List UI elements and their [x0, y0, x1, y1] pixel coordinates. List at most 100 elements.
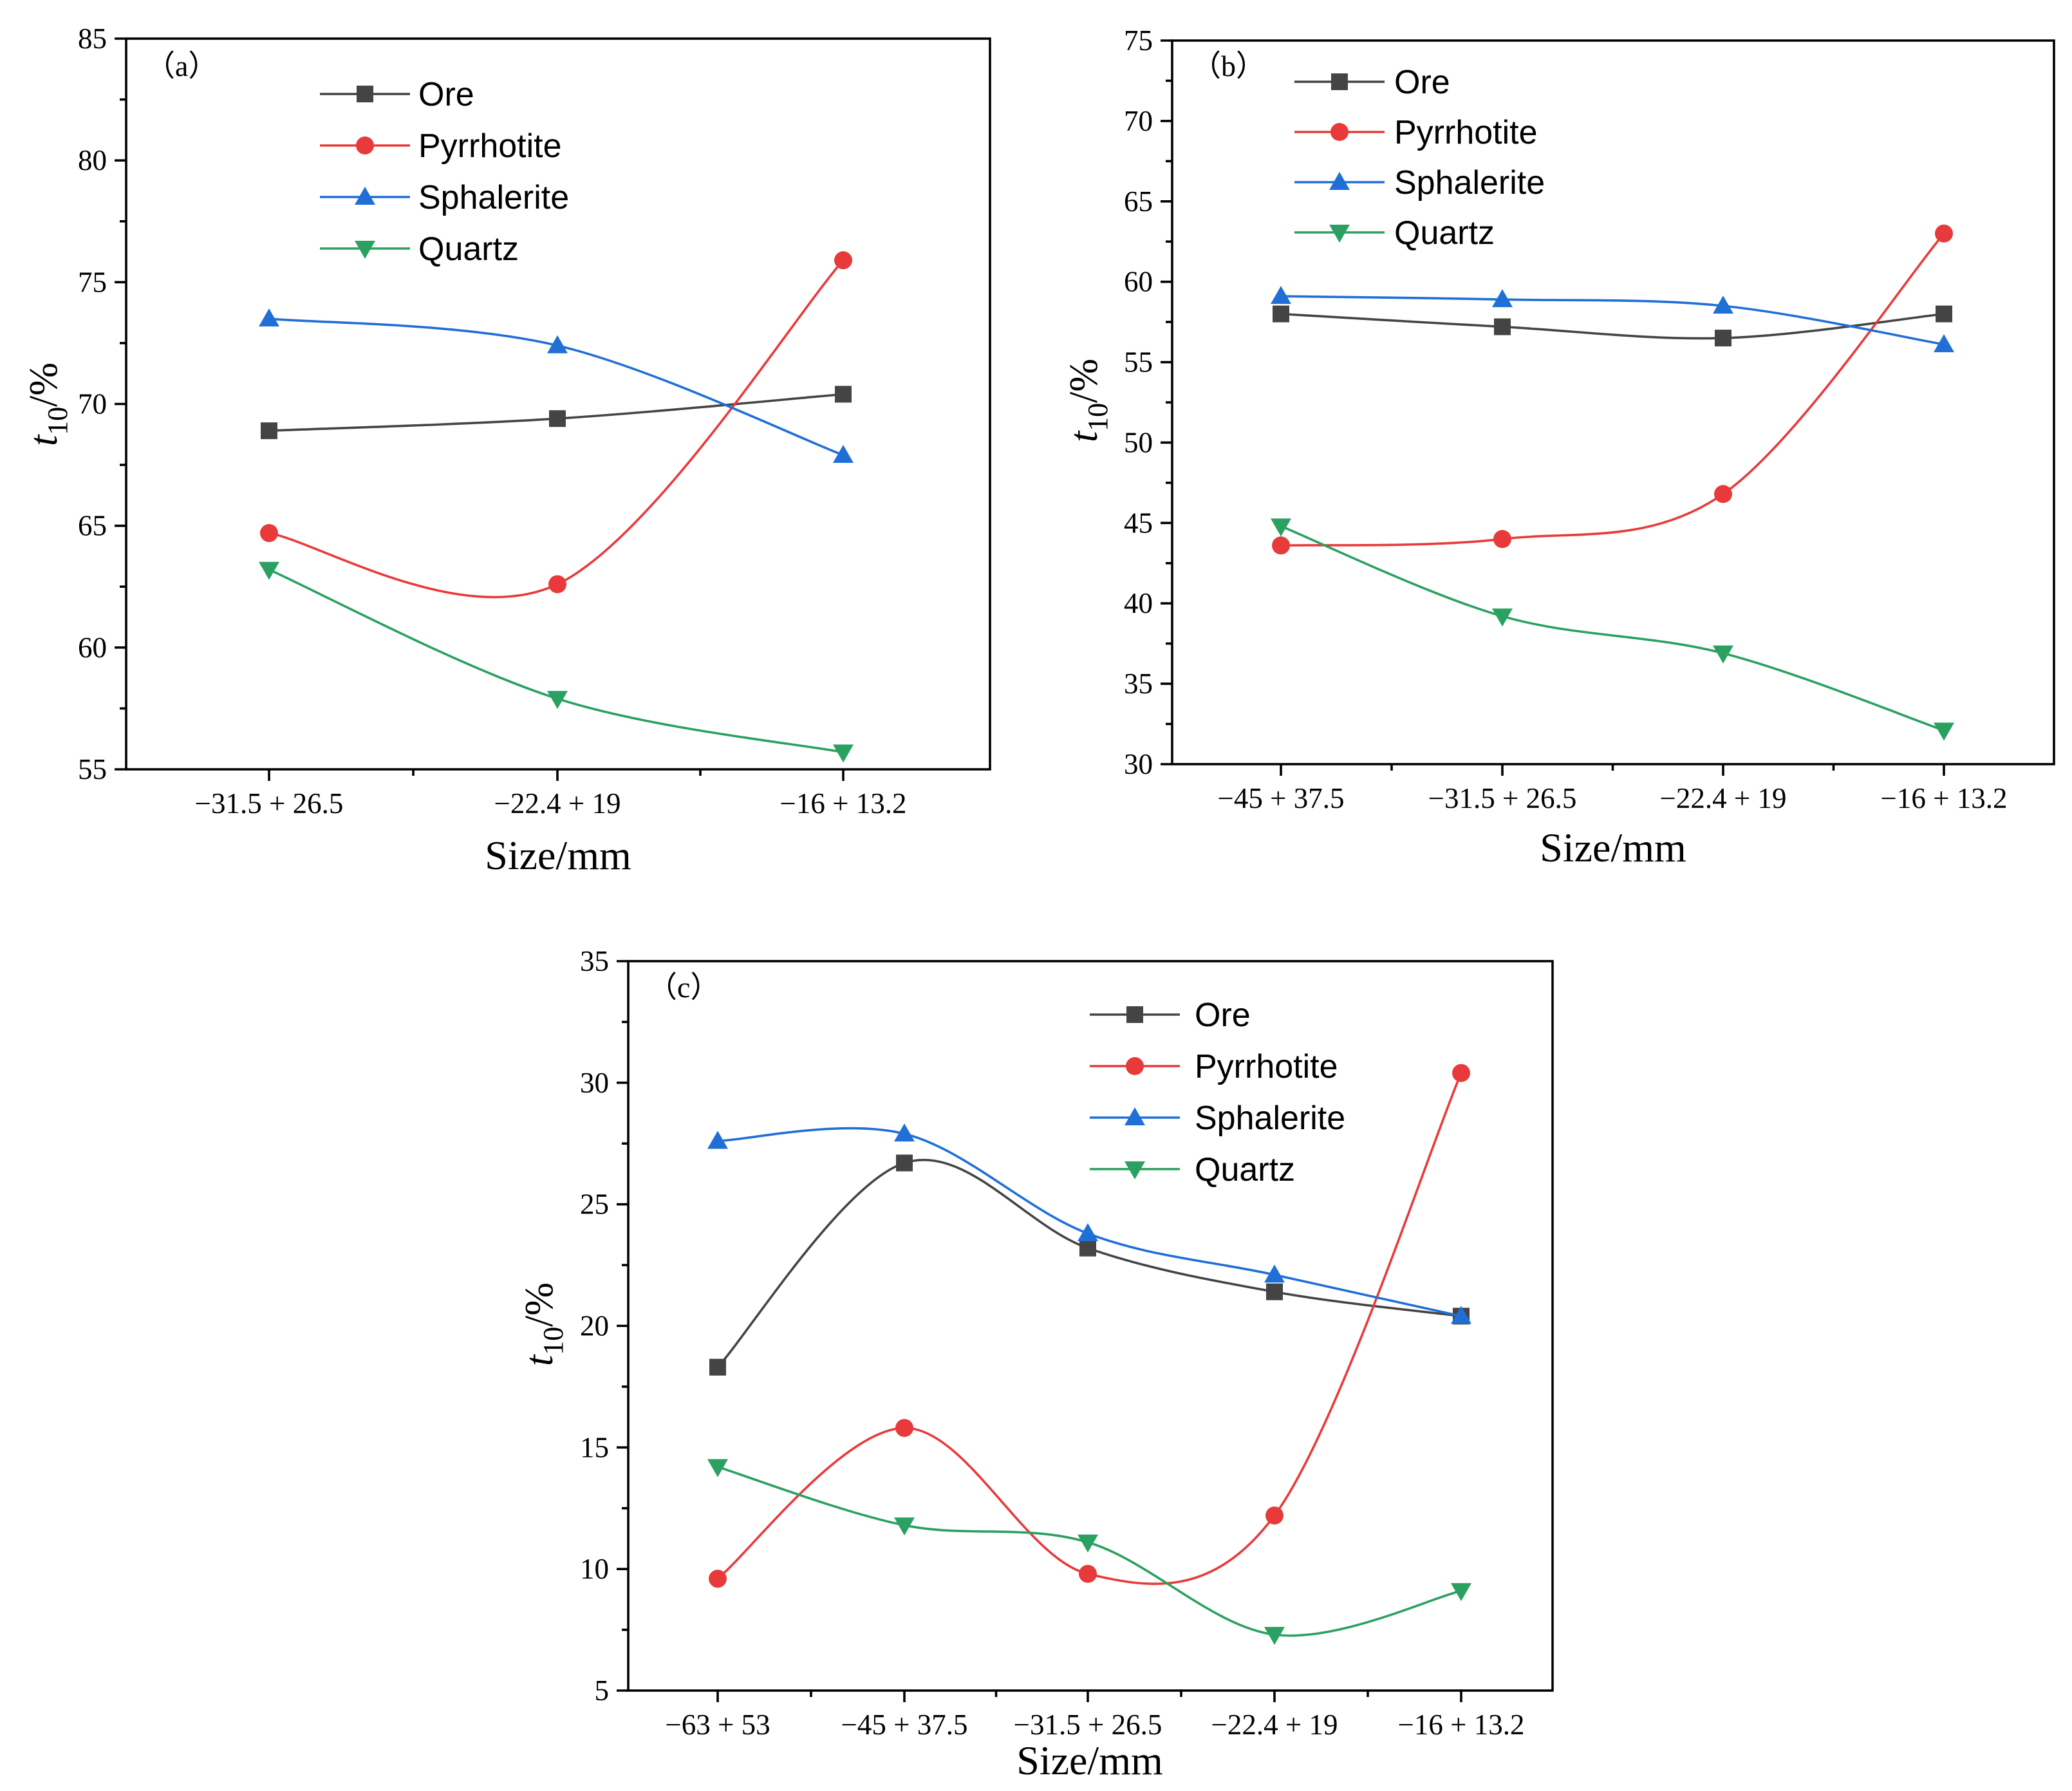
- y-tick-label: 10: [580, 1553, 609, 1585]
- y-axis-label: t10/%: [1062, 359, 1114, 442]
- series-pyrrhotite: [260, 251, 852, 599]
- series-ore: [709, 1154, 1470, 1376]
- series-line-pyrrhotite: [268, 259, 845, 599]
- data-point-ore: [1266, 1283, 1283, 1300]
- series-ore: [261, 386, 852, 440]
- panel-label: （c）: [648, 971, 720, 1004]
- data-point-pyrrhotite: [1714, 485, 1732, 503]
- y-tick-label: 25: [580, 1188, 609, 1221]
- legend-marker-ore: [1331, 73, 1348, 90]
- data-point-ore: [896, 1154, 913, 1172]
- x-axis-label: Size/mm: [1016, 1738, 1163, 1783]
- y-tick-label: 70: [78, 388, 107, 420]
- x-axis-label: Size/mm: [485, 832, 631, 878]
- y-tick-label: 40: [1124, 587, 1153, 619]
- data-point-quartz: [833, 744, 854, 763]
- y-tick-label: 30: [1124, 748, 1153, 780]
- data-point-sphalerite: [547, 335, 568, 353]
- legend-label-sphalerite: Sphalerite: [1394, 164, 1545, 202]
- series-quartz: [707, 1459, 1471, 1646]
- x-tick-label: −16 + 13.2: [1397, 1709, 1524, 1741]
- series-line-sphalerite: [1280, 295, 1945, 346]
- series-pyrrhotite: [709, 1064, 1470, 1588]
- legend-marker-pyrrhotite: [356, 136, 374, 155]
- legend-marker-quartz: [355, 241, 375, 259]
- y-tick-label: 50: [1124, 426, 1153, 458]
- x-tick-label: −45 + 37.5: [841, 1709, 967, 1741]
- data-point-quartz: [259, 561, 279, 580]
- series-sphalerite: [1271, 286, 1954, 353]
- data-point-sphalerite: [1078, 1223, 1098, 1241]
- series-quartz: [1271, 518, 1954, 741]
- series-line-ore: [716, 1158, 1462, 1368]
- data-point-quartz: [1713, 645, 1733, 664]
- data-point-quartz: [894, 1517, 915, 1536]
- data-point-pyrrhotite: [1265, 1506, 1283, 1525]
- legend-label-sphalerite: Sphalerite: [1195, 1100, 1345, 1137]
- y-tick-label: 85: [78, 23, 107, 55]
- y-tick-label: 60: [1124, 266, 1153, 298]
- y-tick-label: 80: [78, 144, 107, 176]
- series-quartz: [259, 561, 854, 763]
- series-sphalerite: [259, 308, 854, 463]
- legend-label-quartz: Quartz: [418, 230, 519, 268]
- data-point-quartz: [1934, 722, 1954, 741]
- y-tick-label: 55: [78, 753, 107, 785]
- data-point-pyrrhotite: [548, 575, 566, 594]
- legend-marker-quartz: [1329, 225, 1350, 243]
- data-point-sphalerite: [894, 1123, 915, 1142]
- y-tick-label: 75: [1124, 24, 1153, 57]
- data-point-ore: [1079, 1239, 1096, 1257]
- x-tick-label: −16 + 13.2: [779, 787, 906, 820]
- data-point-pyrrhotite: [260, 524, 278, 543]
- series-line-pyrrhotite: [1280, 232, 1945, 547]
- legend-marker-pyrrhotite: [1126, 1057, 1144, 1075]
- y-tick-label: 60: [78, 632, 107, 664]
- y-axis-label: t10/%: [22, 362, 73, 446]
- data-point-sphalerite: [707, 1130, 728, 1149]
- data-point-sphalerite: [1271, 286, 1291, 305]
- data-point-sphalerite: [1492, 289, 1513, 308]
- chart-panel-b: 30 35 40 45 50 55 60 65 70 75 −45 + 37.5 −31.5 + 26…: [1062, 24, 2055, 870]
- x-tick-label: −31.5 + 26.5: [1014, 1709, 1162, 1741]
- data-point-ore: [835, 386, 852, 403]
- legend-label-ore: Ore: [1195, 997, 1251, 1034]
- y-tick-label: 70: [1124, 105, 1153, 137]
- legend-label-ore: Ore: [418, 76, 474, 113]
- x-tick-label: −22.4 + 19: [1659, 782, 1786, 814]
- data-point-pyrrhotite: [895, 1419, 913, 1438]
- data-point-sphalerite: [833, 444, 854, 463]
- y-tick-label: 35: [580, 945, 609, 977]
- data-point-quartz: [1271, 518, 1291, 537]
- data-point-pyrrhotite: [1935, 224, 1953, 243]
- legend-marker-sphalerite: [355, 187, 375, 205]
- x-tick-label: −22.4 + 19: [494, 787, 621, 820]
- y-tick-label: 65: [78, 510, 107, 542]
- legend-label-sphalerite: Sphalerite: [418, 179, 569, 216]
- x-axis-label: Size/mm: [1540, 825, 1686, 870]
- data-point-ore: [709, 1358, 726, 1376]
- data-point-ore: [261, 422, 277, 440]
- legend: Ore Pyrrhotite Sphalerite Quartz: [1090, 997, 1345, 1188]
- legend-label-pyrrhotite: Pyrrhotite: [1394, 114, 1538, 151]
- legend-label-quartz: Quartz: [1394, 214, 1495, 252]
- legend-label-quartz: Quartz: [1195, 1151, 1295, 1188]
- series-line-pyrrhotite: [716, 1073, 1462, 1586]
- legend: Ore Pyrrhotite Sphalerite Quartz: [1294, 64, 1545, 252]
- y-tick-label: 5: [595, 1674, 610, 1707]
- series-line-quartz: [717, 1465, 1462, 1637]
- y-tick-label: 35: [1124, 668, 1153, 700]
- legend-marker-ore: [357, 86, 373, 102]
- data-point-sphalerite: [1451, 1306, 1471, 1324]
- data-point-sphalerite: [259, 308, 279, 327]
- data-point-quartz: [547, 691, 568, 709]
- data-point-pyrrhotite: [1272, 536, 1290, 555]
- legend-label-pyrrhotite: Pyrrhotite: [1195, 1048, 1338, 1085]
- panel-label: （b）: [1191, 50, 1265, 82]
- data-point-ore: [1494, 318, 1511, 335]
- series-sphalerite: [707, 1123, 1471, 1324]
- x-tick-label: −16 + 13.2: [1880, 782, 2007, 814]
- data-point-pyrrhotite: [1452, 1064, 1470, 1082]
- legend-label-pyrrhotite: Pyrrhotite: [418, 127, 562, 165]
